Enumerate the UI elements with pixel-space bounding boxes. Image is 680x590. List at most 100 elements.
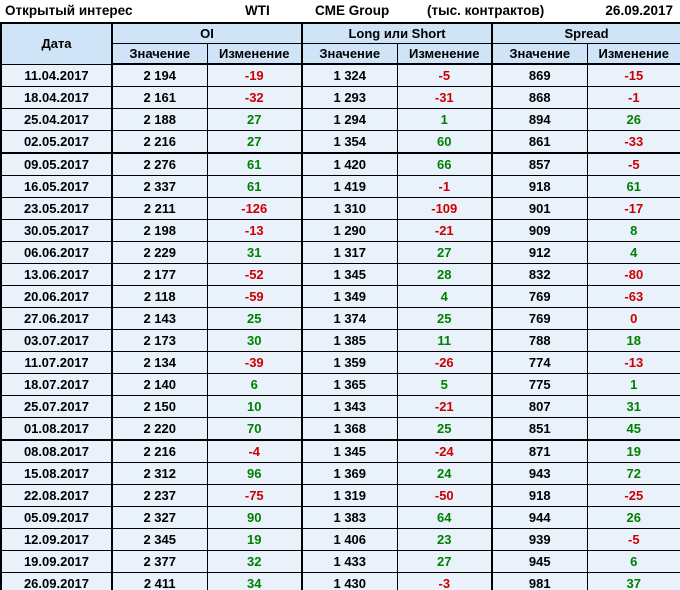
table-row: 27.06.2017 2 143 25 1 374 25 769 0: [0, 307, 680, 330]
oi-value-cell: 2 337: [111, 175, 208, 198]
spread-value-cell: 871: [491, 439, 588, 463]
long-short-change-cell: 60: [396, 130, 493, 154]
date-cell: 12.09.2017: [0, 528, 113, 551]
oi-value-cell: 2 194: [111, 63, 208, 87]
spread-change-cell: 6: [586, 550, 680, 573]
table-row: 06.06.2017 2 229 31 1 317 27 912 4: [0, 241, 680, 264]
column-group-oi: OI: [110, 22, 303, 44]
long-short-value-cell: 1 430: [301, 572, 398, 590]
oi-value-cell: 2 327: [111, 506, 208, 529]
long-short-change-cell: 1: [396, 108, 493, 131]
column-header-date: Дата: [0, 22, 113, 65]
column-group-long-short: Long или Short: [301, 22, 493, 44]
spread-value-cell: 912: [491, 241, 588, 264]
oi-change-cell: 90: [206, 506, 303, 529]
oi-value-cell: 2 134: [111, 351, 208, 374]
spread-change-cell: -63: [586, 285, 680, 308]
spread-value-cell: 943: [491, 462, 588, 485]
spread-change-cell: 61: [586, 175, 680, 198]
long-short-change-cell: -5: [396, 63, 493, 87]
date-cell: 02.05.2017: [0, 130, 113, 154]
long-short-change-cell: 25: [396, 417, 493, 441]
table-header: Дата OI Long или Short Spread Значение И…: [0, 22, 680, 65]
long-short-change-cell: -31: [396, 86, 493, 109]
long-short-value-cell: 1 310: [301, 197, 398, 220]
table-row: 03.07.2017 2 173 30 1 385 11 788 18: [0, 329, 680, 352]
long-short-change-cell: -109: [396, 197, 493, 220]
spread-change-cell: 18: [586, 329, 680, 352]
column-group-spread: Spread: [491, 22, 680, 44]
exchange-label: CME Group: [315, 3, 390, 18]
subheader-oi-change: Изменение: [206, 43, 303, 65]
spread-value-cell: 944: [491, 506, 588, 529]
long-short-change-cell: 66: [396, 152, 493, 176]
long-short-value-cell: 1 433: [301, 550, 398, 573]
spread-value-cell: 775: [491, 373, 588, 396]
table-row: 30.05.2017 2 198 -13 1 290 -21 909 8: [0, 219, 680, 242]
long-short-change-cell: 11: [396, 329, 493, 352]
long-short-value-cell: 1 324: [301, 63, 398, 87]
long-short-value-cell: 1 419: [301, 175, 398, 198]
oi-value-cell: 2 198: [111, 219, 208, 242]
table-row: 25.04.2017 2 188 27 1 294 1 894 26: [0, 108, 680, 131]
table-row: 09.05.2017 2 276 61 1 420 66 857 -5: [0, 152, 680, 176]
table-row: 19.09.2017 2 377 32 1 433 27 945 6: [0, 550, 680, 573]
oi-change-cell: -4: [206, 439, 303, 463]
oi-change-cell: 61: [206, 175, 303, 198]
oi-value-cell: 2 177: [111, 263, 208, 286]
page-title: Открытый интерес: [5, 3, 133, 18]
spread-value-cell: 901: [491, 197, 588, 220]
table-row: 02.05.2017 2 216 27 1 354 60 861 -33: [0, 130, 680, 154]
long-short-value-cell: 1 374: [301, 307, 398, 330]
date-cell: 03.07.2017: [0, 329, 113, 352]
table-row: 22.08.2017 2 237 -75 1 319 -50 918 -25: [0, 484, 680, 507]
long-short-value-cell: 1 406: [301, 528, 398, 551]
long-short-change-cell: 25: [396, 307, 493, 330]
oi-change-cell: 19: [206, 528, 303, 551]
long-short-value-cell: 1 343: [301, 395, 398, 418]
date-cell: 11.07.2017: [0, 351, 113, 374]
table-row: 18.04.2017 2 161 -32 1 293 -31 868 -1: [0, 86, 680, 109]
oi-change-cell: 70: [206, 417, 303, 441]
instrument-label: WTI: [245, 3, 270, 18]
oi-value-cell: 2 188: [111, 108, 208, 131]
oi-change-cell: 6: [206, 373, 303, 396]
long-short-value-cell: 1 345: [301, 263, 398, 286]
spread-value-cell: 769: [491, 307, 588, 330]
date-cell: 13.06.2017: [0, 263, 113, 286]
oi-change-cell: -75: [206, 484, 303, 507]
date-cell: 16.05.2017: [0, 175, 113, 198]
table-row: 12.09.2017 2 345 19 1 406 23 939 -5: [0, 528, 680, 551]
long-short-change-cell: 64: [396, 506, 493, 529]
oi-value-cell: 2 237: [111, 484, 208, 507]
long-short-value-cell: 1 359: [301, 351, 398, 374]
table-row: 08.08.2017 2 216 -4 1 345 -24 871 19: [0, 439, 680, 463]
spread-change-cell: 8: [586, 219, 680, 242]
long-short-value-cell: 1 317: [301, 241, 398, 264]
table-row: 05.09.2017 2 327 90 1 383 64 944 26: [0, 506, 680, 529]
spread-change-cell: 45: [586, 417, 680, 441]
oi-value-cell: 2 345: [111, 528, 208, 551]
oi-value-cell: 2 411: [111, 572, 208, 590]
table-row: 25.07.2017 2 150 10 1 343 -21 807 31: [0, 395, 680, 418]
long-short-change-cell: 23: [396, 528, 493, 551]
spread-change-cell: 26: [586, 506, 680, 529]
long-short-value-cell: 1 383: [301, 506, 398, 529]
spread-change-cell: 26: [586, 108, 680, 131]
long-short-change-cell: -24: [396, 439, 493, 463]
long-short-change-cell: 28: [396, 263, 493, 286]
spread-value-cell: 918: [491, 484, 588, 507]
oi-change-cell: 34: [206, 572, 303, 590]
long-short-value-cell: 1 294: [301, 108, 398, 131]
spread-value-cell: 939: [491, 528, 588, 551]
spread-change-cell: 19: [586, 439, 680, 463]
oi-change-cell: -59: [206, 285, 303, 308]
spread-change-cell: -25: [586, 484, 680, 507]
date-cell: 25.04.2017: [0, 108, 113, 131]
date-cell: 18.07.2017: [0, 373, 113, 396]
oi-value-cell: 2 220: [111, 417, 208, 441]
long-short-change-cell: 24: [396, 462, 493, 485]
oi-change-cell: 96: [206, 462, 303, 485]
spread-change-cell: -15: [586, 63, 680, 87]
oi-value-cell: 2 173: [111, 329, 208, 352]
